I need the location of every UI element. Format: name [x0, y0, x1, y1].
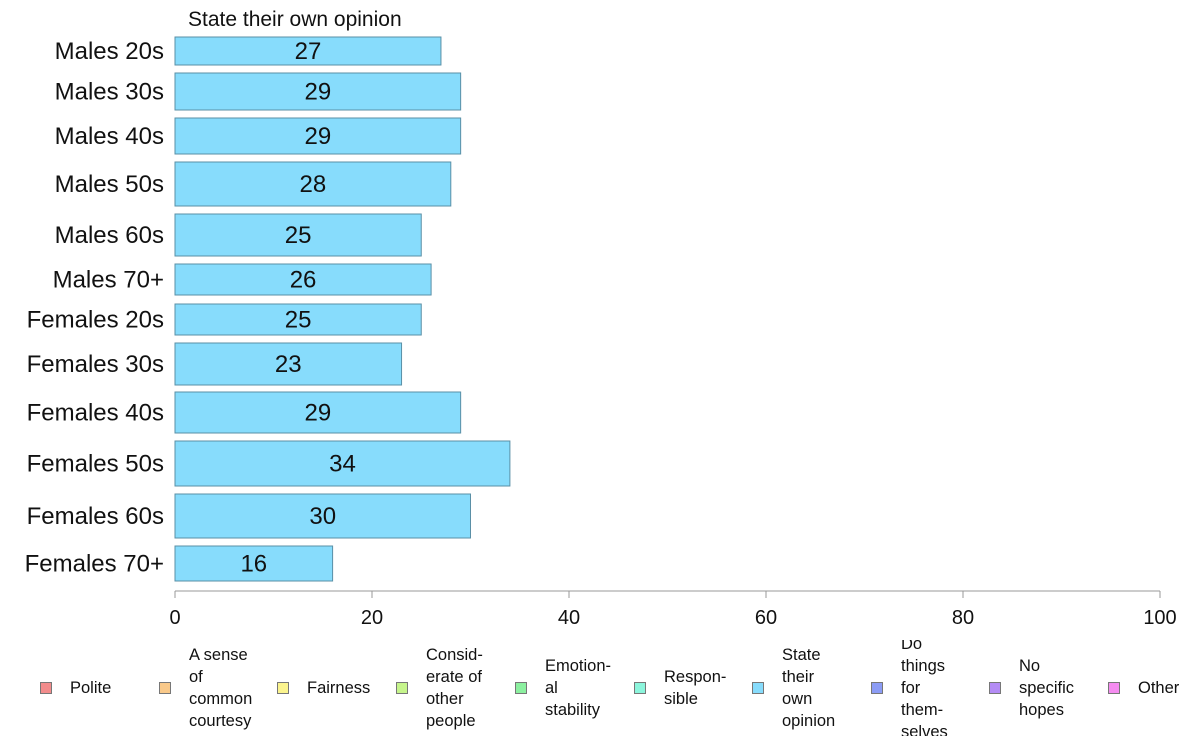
- bar: [174, 263, 432, 296]
- bar: [174, 440, 511, 487]
- chart-legend: Polite A sense of common courtesy Fairness…: [0, 640, 1188, 736]
- legend-swatch: [40, 682, 52, 694]
- bar-value-label: 34: [329, 451, 356, 478]
- legend-swatch: [396, 682, 408, 694]
- x-tick-label: 0: [169, 607, 180, 629]
- bar: [174, 213, 422, 257]
- category-label: Males 50s: [55, 171, 164, 198]
- bar-value-label: 29: [304, 123, 331, 150]
- category-label: Females 20s: [27, 307, 164, 334]
- legend-item: A sense of common courtesy: [159, 640, 252, 736]
- bar: [174, 303, 422, 336]
- legend-item: Emotion- al stability: [515, 640, 611, 736]
- bar: [174, 391, 462, 434]
- legend-swatch: [1108, 682, 1120, 694]
- chart-title: State their own opinion: [188, 8, 402, 31]
- legend-item: Fairness: [277, 640, 370, 736]
- legend-label: State their own opinion: [782, 646, 836, 730]
- bar-value-label: 16: [240, 551, 267, 578]
- legend-label: Fairness: [307, 679, 371, 697]
- x-tick-label: 60: [755, 607, 777, 629]
- bar-value-label: 29: [304, 400, 331, 427]
- legend-label: No specific hopes: [1019, 657, 1075, 719]
- legend-swatch: [515, 682, 527, 694]
- legend-swatch: [989, 682, 1001, 694]
- legend-item: Polite: [40, 640, 111, 736]
- bar-value-label: 27: [295, 38, 322, 65]
- legend-swatch: [634, 682, 646, 694]
- bar-value-label: 25: [285, 222, 312, 249]
- bar-chart: State their own opinion 27 Males 20s 29 Mal…: [25, 8, 1177, 629]
- legend-label: Respon- sible: [664, 668, 727, 708]
- category-label: Females 50s: [27, 451, 164, 478]
- bar: [174, 161, 452, 207]
- x-tick-label: 100: [1143, 607, 1176, 629]
- legend-item: Respon- sible: [634, 640, 726, 736]
- category-label: Females 70+: [25, 551, 164, 578]
- bar-value-label: 30: [309, 503, 336, 530]
- bar: [174, 493, 471, 539]
- category-label: Males 70+: [53, 267, 164, 294]
- legend-item: No specific hopes: [989, 640, 1074, 736]
- bar: [174, 117, 462, 155]
- category-label: Males 20s: [55, 38, 164, 65]
- legend-item: State their own opinion: [752, 640, 835, 736]
- legend-swatch: [159, 682, 171, 694]
- legend-swatch: [752, 682, 764, 694]
- bar-value-label: 29: [304, 79, 331, 106]
- category-label: Males 60s: [55, 222, 164, 249]
- x-tick-label: 40: [558, 607, 580, 629]
- legend-label: Polite: [70, 679, 112, 697]
- bar: [174, 342, 403, 386]
- x-tick-label: 20: [361, 607, 383, 629]
- legend-item: Consid- erate of other people: [396, 640, 483, 736]
- legend-label: A sense of common courtesy: [189, 646, 253, 730]
- bar: [174, 36, 442, 66]
- category-label: Males 40s: [55, 123, 164, 150]
- legend-label: Other: [1138, 679, 1180, 697]
- bar: [174, 72, 462, 111]
- category-label: Males 30s: [55, 79, 164, 106]
- legend-swatch: [277, 682, 289, 694]
- legend-label: Emotion- al stability: [545, 657, 612, 719]
- legend-swatch: [871, 682, 883, 694]
- legend-label: Do things for them- selves: [901, 640, 948, 736]
- bar-value-label: 28: [300, 171, 327, 198]
- category-label: Females 60s: [27, 503, 164, 530]
- category-label: Females 40s: [27, 400, 164, 427]
- legend-item: Other: [1108, 640, 1179, 736]
- bar-value-label: 25: [285, 307, 312, 334]
- category-label: Females 30s: [27, 351, 164, 378]
- bar: [174, 545, 334, 582]
- legend-item: Do things for them- selves: [871, 640, 948, 736]
- bar-value-label: 23: [275, 351, 302, 378]
- bar-value-label: 26: [290, 267, 317, 294]
- x-tick-label: 80: [952, 607, 974, 629]
- legend-label: Consid- erate of other people: [426, 646, 483, 730]
